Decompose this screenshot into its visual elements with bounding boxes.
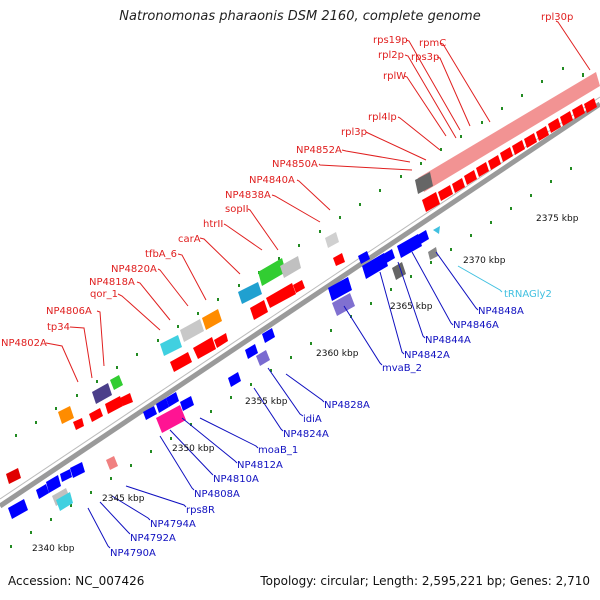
genome-summary-text: Topology: circular; Length: 2,595,221 bp… bbox=[260, 574, 590, 588]
scale-label: 2365 kbp bbox=[390, 302, 433, 312]
gene-label: NP4794A bbox=[150, 519, 196, 530]
gene-label: NP4846A bbox=[453, 320, 499, 331]
forward-gene-band bbox=[415, 72, 600, 194]
gene-label: rpl30p bbox=[541, 12, 573, 23]
trna-label-leader bbox=[457, 265, 503, 293]
reverse-label-leaders bbox=[87, 251, 479, 549]
forward-label-leaders bbox=[45, 20, 591, 383]
scale-label: 2360 kbp bbox=[316, 349, 359, 359]
gene-label: NP4850A bbox=[272, 159, 318, 170]
gene-label: NP4810A bbox=[213, 474, 259, 485]
gene-label: rpl4lp bbox=[368, 112, 397, 123]
scale-label: 2340 kbp bbox=[32, 544, 75, 554]
forward-genes bbox=[6, 98, 597, 484]
gene-label: NP4852A bbox=[296, 145, 342, 156]
gene-label: rpmC bbox=[419, 38, 446, 49]
gene-label: htrII bbox=[203, 219, 223, 230]
scale-label: 2375 kbp bbox=[536, 214, 579, 224]
gene-label: qor_1 bbox=[90, 289, 118, 300]
scale-label: 2370 kbp bbox=[463, 256, 506, 266]
gene-label: sopII bbox=[225, 204, 249, 215]
gene-label: NP4844A bbox=[425, 335, 471, 346]
gene-label: NP4806A bbox=[46, 306, 92, 317]
gene-label: rps3p bbox=[411, 52, 439, 63]
genome-title: Natronomonas pharaonis DSM 2160, complet… bbox=[119, 9, 481, 24]
gene-label: rpl2p bbox=[378, 50, 404, 61]
gene-label: rps8R bbox=[186, 505, 215, 516]
gene-label: rplW bbox=[383, 71, 406, 82]
gene-label: NP4824A bbox=[283, 429, 329, 440]
gene-label: moaB_1 bbox=[258, 445, 298, 456]
gene-label: tfbA_6 bbox=[145, 249, 177, 260]
scale-label: 2355 kbp bbox=[245, 397, 288, 407]
inner-tick-marks bbox=[10, 167, 572, 548]
scale-labels: 2340 kbp 2345 kbp 2350 kbp 2355 kbp 2360… bbox=[32, 214, 579, 554]
trna-label: tRNAGly2 bbox=[504, 289, 552, 300]
gene-label: NP4792A bbox=[130, 533, 176, 544]
reverse-genes bbox=[8, 230, 429, 519]
gene-label: mvaB_2 bbox=[382, 363, 422, 374]
gene-label: NP4838A bbox=[225, 190, 271, 201]
gene-label: NP4790A bbox=[110, 548, 156, 559]
scale-label: 2350 kbp bbox=[172, 444, 215, 454]
gene-label: rpl3p bbox=[341, 127, 367, 138]
reverse-labels: NP4790A NP4792A NP4794A rps8R NP4808A NP… bbox=[110, 306, 524, 559]
gene-label: NP4802A bbox=[1, 338, 47, 349]
scale-label: 2345 kbp bbox=[102, 494, 145, 504]
gene-label: tp34 bbox=[47, 322, 70, 333]
gene-label: NP4842A bbox=[404, 350, 450, 361]
trna-marker bbox=[433, 226, 440, 234]
gene-label: carA bbox=[178, 234, 201, 245]
forward-labels: NP4802A tp34 NP4806A qor_1 NP4818A NP482… bbox=[1, 12, 573, 349]
accession-text: Accession: NC_007426 bbox=[8, 574, 145, 588]
gene-label: NP4812A bbox=[237, 460, 283, 471]
gene-label: NP4818A bbox=[89, 277, 135, 288]
gene-label: NP4828A bbox=[324, 400, 370, 411]
gene-label: idiA bbox=[303, 414, 322, 425]
outer-tick-marks bbox=[15, 67, 584, 437]
gene-label: NP4848A bbox=[478, 306, 524, 317]
gene-label: rps19p bbox=[373, 35, 408, 46]
gene-label: NP4840A bbox=[249, 175, 295, 186]
gene-label: NP4820A bbox=[111, 264, 157, 275]
gene-label: NP4808A bbox=[194, 489, 240, 500]
